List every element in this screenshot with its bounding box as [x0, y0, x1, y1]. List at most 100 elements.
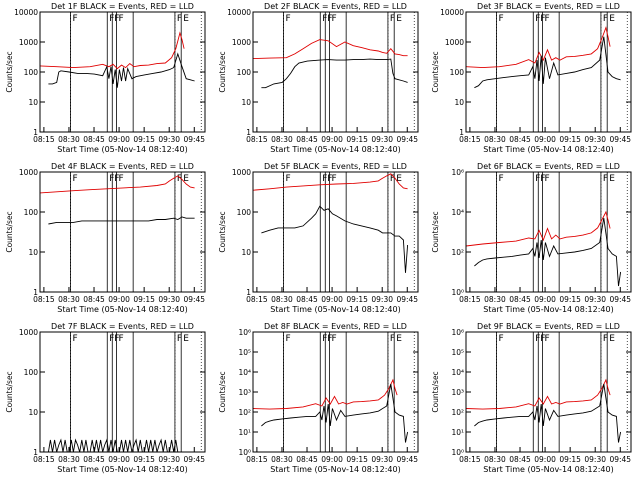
series-events	[261, 58, 408, 89]
x-tick-label: 08:45	[296, 135, 318, 144]
x-tick-label: 09:30	[584, 295, 606, 304]
x-axis-label: Start Time (05-Nov-14 08:12:40)	[270, 305, 400, 314]
x-tick-label: 08:30	[484, 135, 506, 144]
y-tick-label: 10²	[451, 248, 464, 257]
marker-label: F	[544, 14, 549, 24]
y-tick-label: 100	[237, 68, 252, 77]
y-tick-label: 1	[33, 448, 38, 457]
x-tick-label: 09:15	[133, 135, 155, 144]
x-axis-label: Start Time (05-Nov-14 08:12:40)	[483, 145, 613, 154]
series-events	[261, 205, 409, 273]
marker-label: F	[603, 174, 608, 184]
y-tick-label: 1000	[445, 38, 464, 47]
x-axis-label: Start Time (05-Nov-14 08:12:40)	[483, 305, 613, 314]
x-axis-label: Start Time (05-Nov-14 08:12:40)	[270, 465, 400, 474]
x-tick-label: 09:15	[346, 455, 368, 464]
chart-title: Det 3F BLACK = Events, RED = LLD	[477, 2, 620, 11]
x-tick-label: 08:45	[509, 455, 531, 464]
marker-label: F	[109, 334, 114, 344]
marker-label: F	[285, 174, 290, 184]
plot-frame	[39, 331, 206, 453]
x-tick-label: 09:45	[396, 135, 418, 144]
marker-label: F	[114, 174, 119, 184]
series-lld	[253, 173, 408, 191]
y-tick-label: 10⁰	[451, 448, 464, 457]
x-tick-label: 08:30	[271, 295, 293, 304]
plot-frame	[252, 171, 419, 293]
x-tick-label: 08:45	[509, 295, 531, 304]
x-tick-label: 09:00	[321, 455, 343, 464]
chart-title: Det 4F BLACK = Events, RED = LLD	[51, 162, 194, 171]
x-tick-label: 09:45	[396, 455, 418, 464]
x-axis-label: Start Time (05-Nov-14 08:12:40)	[270, 145, 400, 154]
x-tick-label: 09:30	[158, 295, 180, 304]
x-axis-label: Start Time (05-Nov-14 08:12:40)	[483, 465, 613, 474]
x-tick-label: 09:00	[534, 135, 556, 144]
y-tick-label: 10⁰	[238, 448, 251, 457]
x-tick-label: 09:45	[609, 295, 631, 304]
y-tick-label: 10	[241, 98, 251, 107]
marker-label: E	[609, 334, 615, 344]
x-tick-label: 08:30	[58, 295, 80, 304]
plot-frame	[39, 171, 206, 293]
marker-label: F	[535, 174, 540, 184]
x-tick-label: 08:45	[296, 455, 318, 464]
series-events	[474, 217, 622, 287]
marker-label: F	[114, 14, 119, 24]
marker-label: E	[396, 334, 402, 344]
y-axis-label: Counts/sec	[431, 51, 440, 92]
marker-label: F	[327, 14, 332, 24]
marker-label: E	[609, 174, 615, 184]
y-axis-label: Counts/sec	[218, 51, 227, 92]
x-tick-label: 09:30	[371, 295, 393, 304]
marker-label: F	[177, 14, 182, 24]
x-tick-label: 09:00	[534, 295, 556, 304]
chart-title: Det 5F BLACK = Events, RED = LLD	[264, 162, 407, 171]
x-tick-label: 09:00	[321, 135, 343, 144]
x-tick-label: 09:45	[396, 295, 418, 304]
x-tick-label: 09:45	[609, 135, 631, 144]
x-tick-label: 09:45	[183, 135, 205, 144]
x-tick-label: 09:15	[346, 135, 368, 144]
y-tick-label: 10³	[238, 388, 251, 397]
y-tick-label: 10	[454, 98, 464, 107]
x-tick-label: 09:30	[584, 135, 606, 144]
marker-label: F	[540, 334, 545, 344]
series-lld	[253, 378, 398, 410]
x-tick-label: 08:15	[33, 295, 55, 304]
marker-label: E	[609, 14, 615, 24]
y-tick-label: 10⁴	[451, 208, 464, 217]
x-tick-label: 08:45	[83, 135, 105, 144]
y-tick-label: 10⁵	[451, 348, 464, 357]
y-tick-label: 10	[28, 98, 38, 107]
x-tick-label: 08:30	[58, 455, 80, 464]
x-tick-label: 09:15	[346, 295, 368, 304]
y-tick-label: 1000	[19, 168, 38, 177]
y-tick-label: 10	[28, 248, 38, 257]
x-tick-label: 09:00	[534, 455, 556, 464]
x-tick-label: 09:00	[108, 295, 130, 304]
x-tick-label: 09:45	[183, 295, 205, 304]
y-tick-label: 10⁶	[451, 168, 464, 177]
y-tick-label: 10000	[440, 8, 464, 17]
marker-label: F	[322, 174, 327, 184]
x-tick-label: 09:45	[183, 455, 205, 464]
marker-label: F	[331, 334, 336, 344]
x-axis-label: Start Time (05-Nov-14 08:12:40)	[57, 145, 187, 154]
y-axis-label: Counts/sec	[431, 211, 440, 252]
marker-label: F	[118, 334, 123, 344]
marker-label: F	[544, 174, 549, 184]
marker-label: F	[118, 174, 123, 184]
chart-title: Det 7F BLACK = Events, RED = LLD	[51, 322, 194, 331]
marker-label: F	[544, 334, 549, 344]
x-tick-label: 08:30	[271, 455, 293, 464]
series-lld	[466, 378, 611, 410]
x-tick-label: 08:45	[509, 135, 531, 144]
x-axis-label: Start Time (05-Nov-14 08:12:40)	[57, 465, 187, 474]
